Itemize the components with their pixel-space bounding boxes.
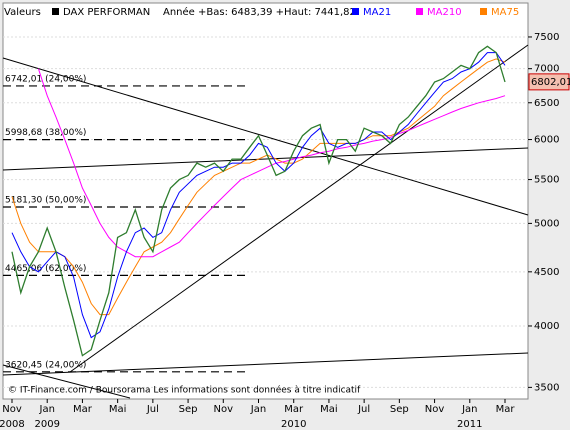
y-tick-label: 6000 bbox=[534, 135, 559, 146]
y-tick-label: 6500 bbox=[534, 98, 559, 109]
y-tick-label: 5500 bbox=[534, 175, 559, 186]
level-label: 4465,06 (62,00%) bbox=[5, 264, 86, 274]
legend-swatch bbox=[480, 8, 487, 15]
x-tick-label: Mar bbox=[73, 404, 93, 415]
x-tick-label: Nov bbox=[214, 404, 234, 415]
last-price-box bbox=[528, 73, 570, 91]
level-label: 5998,68 (38,00%) bbox=[5, 128, 86, 138]
legend-label: MA210 bbox=[427, 7, 462, 18]
x-tick-label: Jan bbox=[461, 404, 477, 415]
legend-swatch bbox=[52, 8, 59, 15]
x-tick-label: Mar bbox=[284, 404, 304, 415]
legend-label: MA21 bbox=[363, 7, 391, 18]
x-tick-label: Jul bbox=[357, 404, 370, 415]
year-label: 2011 bbox=[457, 419, 482, 430]
price-line bbox=[11, 45, 506, 357]
y-tick-label: 7500 bbox=[534, 32, 559, 43]
x-tick-label: Mai bbox=[109, 404, 127, 415]
legend: MA21 MA210 MA75 bbox=[352, 7, 519, 18]
header-label: Valeurs bbox=[4, 7, 41, 18]
axis: 3500 4000 4500 5000 5500 6000 6500 7000 7500 Nov J… bbox=[0, 32, 570, 430]
x-tick-label: Jan bbox=[39, 404, 55, 415]
year-label: 2010 bbox=[281, 419, 306, 430]
year-label: 2009 bbox=[34, 419, 59, 430]
grid bbox=[3, 36, 528, 388]
x-tick-label: Jan bbox=[250, 404, 266, 415]
header-range: Année +Bas: 6483,39 +Haut: 7441,82 bbox=[163, 6, 356, 18]
year-label: 2008 bbox=[0, 419, 25, 430]
trendline bbox=[2, 352, 529, 376]
level-label: 3620,45 (24,00%) bbox=[5, 360, 86, 370]
trendlines bbox=[2, 44, 529, 399]
trendline bbox=[2, 57, 529, 216]
footer: © IT-Finance.com / Boursorama Les inform… bbox=[8, 385, 361, 396]
x-tick-label: Sep bbox=[179, 404, 198, 415]
x-tick-label: Jul bbox=[146, 404, 159, 415]
trendline bbox=[69, 44, 529, 373]
trendline bbox=[2, 147, 529, 171]
levels: 6742,01 (24,00%) 5998,68 (38,00%) 5181,30 … bbox=[3, 74, 245, 373]
trendline bbox=[2, 364, 131, 399]
level-label: 5181,30 (50,00%) bbox=[5, 196, 86, 206]
y-tick-label: 4000 bbox=[534, 321, 559, 332]
legend-label: DAX PERFORMAN bbox=[63, 7, 150, 18]
x-tick-label: Sep bbox=[390, 404, 409, 415]
x-tick-label: Mar bbox=[496, 404, 516, 415]
legend-label: MA75 bbox=[491, 7, 519, 18]
x-tick-label: Nov bbox=[2, 404, 22, 415]
x-tick-label: Mai bbox=[320, 404, 338, 415]
series-lines bbox=[11, 45, 506, 357]
y-tick-label: 7000 bbox=[534, 64, 559, 75]
legend-swatch bbox=[416, 8, 423, 15]
last-price-label: 6802,01 bbox=[531, 77, 570, 88]
y-tick-label: 4500 bbox=[534, 267, 559, 278]
y-tick-label: 3500 bbox=[534, 382, 559, 393]
y-tick-label: 5000 bbox=[534, 218, 559, 229]
x-tick-label: Nov bbox=[425, 404, 445, 415]
legend-swatch bbox=[352, 8, 359, 15]
moving-average bbox=[11, 52, 506, 339]
level-label: 6742,01 (24,00%) bbox=[5, 74, 86, 84]
moving-average bbox=[11, 58, 506, 316]
